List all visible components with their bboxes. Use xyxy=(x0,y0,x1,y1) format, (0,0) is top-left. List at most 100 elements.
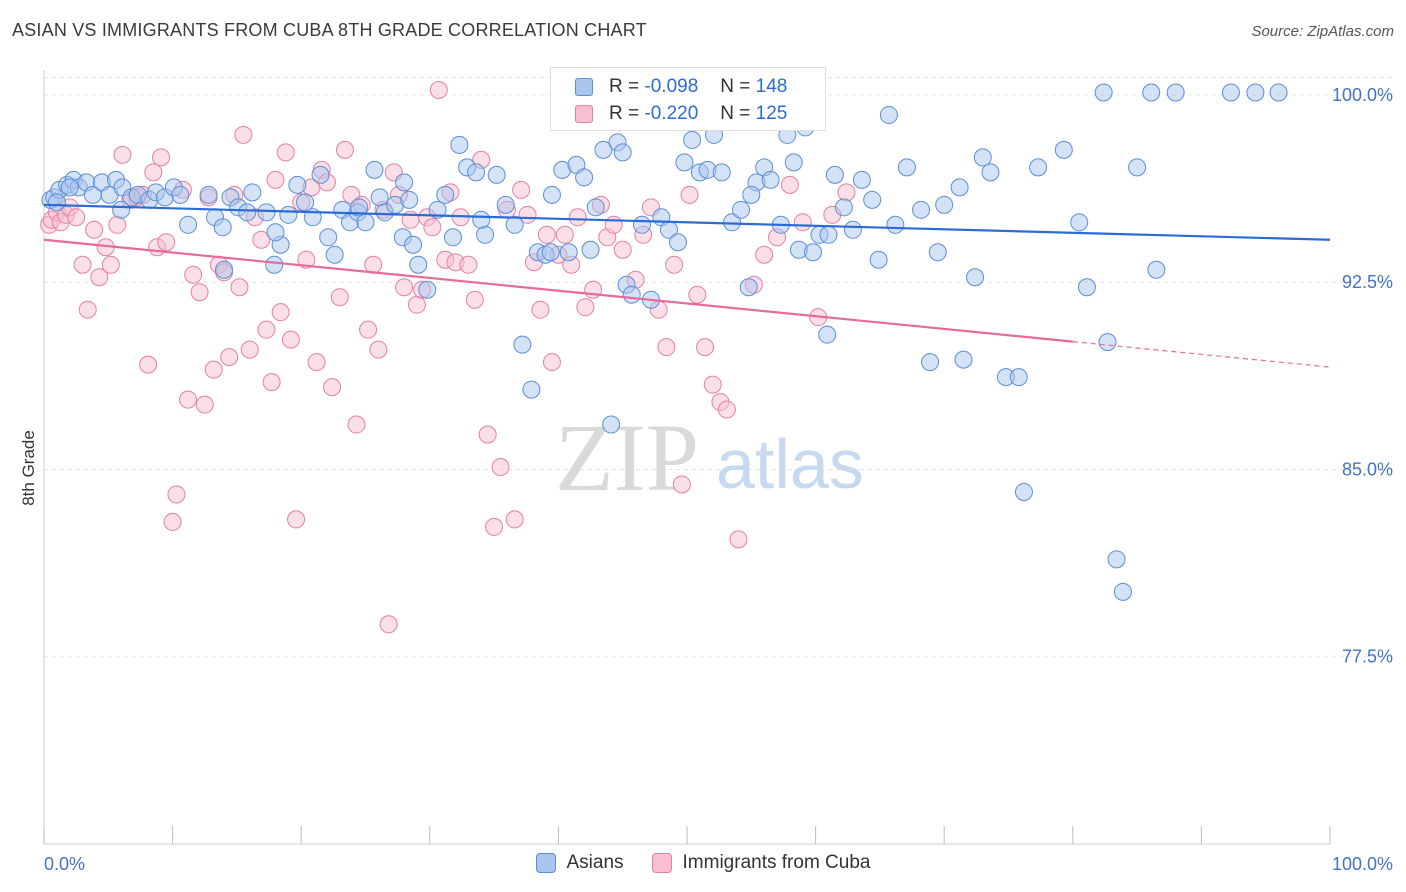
data-point-asians xyxy=(1054,140,1073,159)
data-point-cuba xyxy=(780,175,799,194)
data-point-asians xyxy=(428,200,447,219)
data-point-cuba xyxy=(144,163,163,182)
data-point-asians xyxy=(935,195,954,214)
data-point-cuba xyxy=(163,512,182,531)
data-point-asians xyxy=(450,135,469,154)
data-point-asians xyxy=(912,200,931,219)
data-point-cuba xyxy=(152,148,171,167)
legend-r-label: R = xyxy=(609,103,640,124)
data-point-asians xyxy=(467,163,486,182)
data-point-asians xyxy=(928,243,947,262)
data-point-cuba xyxy=(696,338,715,357)
data-point-asians xyxy=(365,160,384,179)
data-point-asians xyxy=(602,415,621,434)
y-tick-label: 85.0% xyxy=(1342,459,1393,479)
data-point-asians xyxy=(950,178,969,197)
legend-n-value: 148 xyxy=(755,76,788,97)
data-point-cuba xyxy=(688,285,707,304)
data-point-cuba xyxy=(297,250,316,269)
data-point-asians xyxy=(575,168,594,187)
data-point-asians xyxy=(436,185,455,204)
data-point-asians xyxy=(350,198,369,217)
data-point-cuba xyxy=(359,320,378,339)
data-point-asians xyxy=(400,190,419,209)
data-point-asians xyxy=(981,163,1000,182)
data-point-asians xyxy=(818,325,837,344)
data-point-cuba xyxy=(555,225,574,244)
data-point-cuba xyxy=(717,400,736,419)
data-point-cuba xyxy=(234,125,253,144)
data-point-cuba xyxy=(429,80,448,99)
data-point-cuba xyxy=(459,255,478,274)
data-point-asians xyxy=(1221,83,1240,102)
data-point-asians xyxy=(973,148,992,167)
data-point-asians xyxy=(632,215,651,234)
y-axis-title: 8th Grade xyxy=(19,430,38,506)
data-point-cuba xyxy=(665,255,684,274)
data-point-asians xyxy=(1113,582,1132,601)
data-point-cuba xyxy=(281,330,300,349)
data-point-cuba xyxy=(113,145,132,164)
legend-row-asians: R = -0.098 N = 148 xyxy=(575,74,787,100)
data-point-asians xyxy=(60,178,79,197)
data-point-cuba xyxy=(307,353,326,372)
data-point-cuba xyxy=(262,373,281,392)
data-point-asians xyxy=(319,228,338,247)
data-point-cuba xyxy=(755,245,774,264)
data-point-asians xyxy=(668,233,687,252)
data-point-asians xyxy=(179,215,198,234)
y-tick-label: 77.5% xyxy=(1342,647,1393,667)
data-point-cuba xyxy=(335,140,354,159)
data-point-asians xyxy=(238,203,257,222)
data-point-asians xyxy=(1029,158,1048,177)
data-point-cuba xyxy=(478,425,497,444)
data-point-asians xyxy=(581,240,600,259)
data-point-cuba xyxy=(190,283,209,302)
data-point-cuba xyxy=(369,340,388,359)
data-point-asians xyxy=(472,210,491,229)
data-point-asians xyxy=(112,200,131,219)
data-point-cuba xyxy=(491,457,510,476)
data-point-asians xyxy=(513,335,532,354)
trend-line-asians xyxy=(43,203,1331,241)
data-point-cuba xyxy=(101,255,120,274)
data-point-cuba xyxy=(537,225,556,244)
data-point-asians xyxy=(404,235,423,254)
watermark-zip: ZIP xyxy=(555,404,699,511)
data-point-asians xyxy=(443,228,462,247)
data-point-cuba xyxy=(613,240,632,259)
data-point-asians xyxy=(742,185,761,204)
data-point-asians xyxy=(243,183,262,202)
data-point-asians xyxy=(395,173,414,192)
data-point-asians xyxy=(1077,278,1096,297)
data-point-cuba xyxy=(323,378,342,397)
data-point-asians xyxy=(1070,213,1089,232)
legend-item-cuba[interactable]: Immigrants from Cuba xyxy=(651,852,870,874)
data-point-asians xyxy=(522,380,541,399)
legend-item-asians[interactable]: Asians xyxy=(535,852,624,874)
data-point-cuba xyxy=(139,355,158,374)
stats-legend: R = -0.098 N = 148 R = -0.220 N = 125 xyxy=(550,67,826,131)
data-point-asians xyxy=(1166,83,1185,102)
data-point-asians xyxy=(311,165,330,184)
data-point-asians xyxy=(613,143,632,162)
data-point-asians xyxy=(1014,482,1033,501)
data-point-asians xyxy=(418,280,437,299)
data-point-asians xyxy=(1142,83,1161,102)
data-point-cuba xyxy=(531,300,550,319)
data-point-asians xyxy=(496,195,515,214)
data-point-asians xyxy=(1094,83,1113,102)
data-point-cuba xyxy=(542,353,561,372)
data-point-cuba xyxy=(568,208,587,227)
chart-title: ASIAN VS IMMIGRANTS FROM CUBA 8TH GRADE … xyxy=(12,20,647,40)
legend-r-value: -0.098 xyxy=(644,76,699,97)
legend-row-cuba: R = -0.220 N = 125 xyxy=(575,101,787,127)
data-point-cuba xyxy=(576,298,595,317)
data-point-asians xyxy=(1246,83,1265,102)
legend-n-label: N = xyxy=(720,76,751,97)
data-point-asians xyxy=(505,215,524,234)
data-point-asians xyxy=(199,185,218,204)
data-point-asians xyxy=(954,350,973,369)
data-point-asians xyxy=(897,158,916,177)
data-point-asians xyxy=(852,170,871,189)
